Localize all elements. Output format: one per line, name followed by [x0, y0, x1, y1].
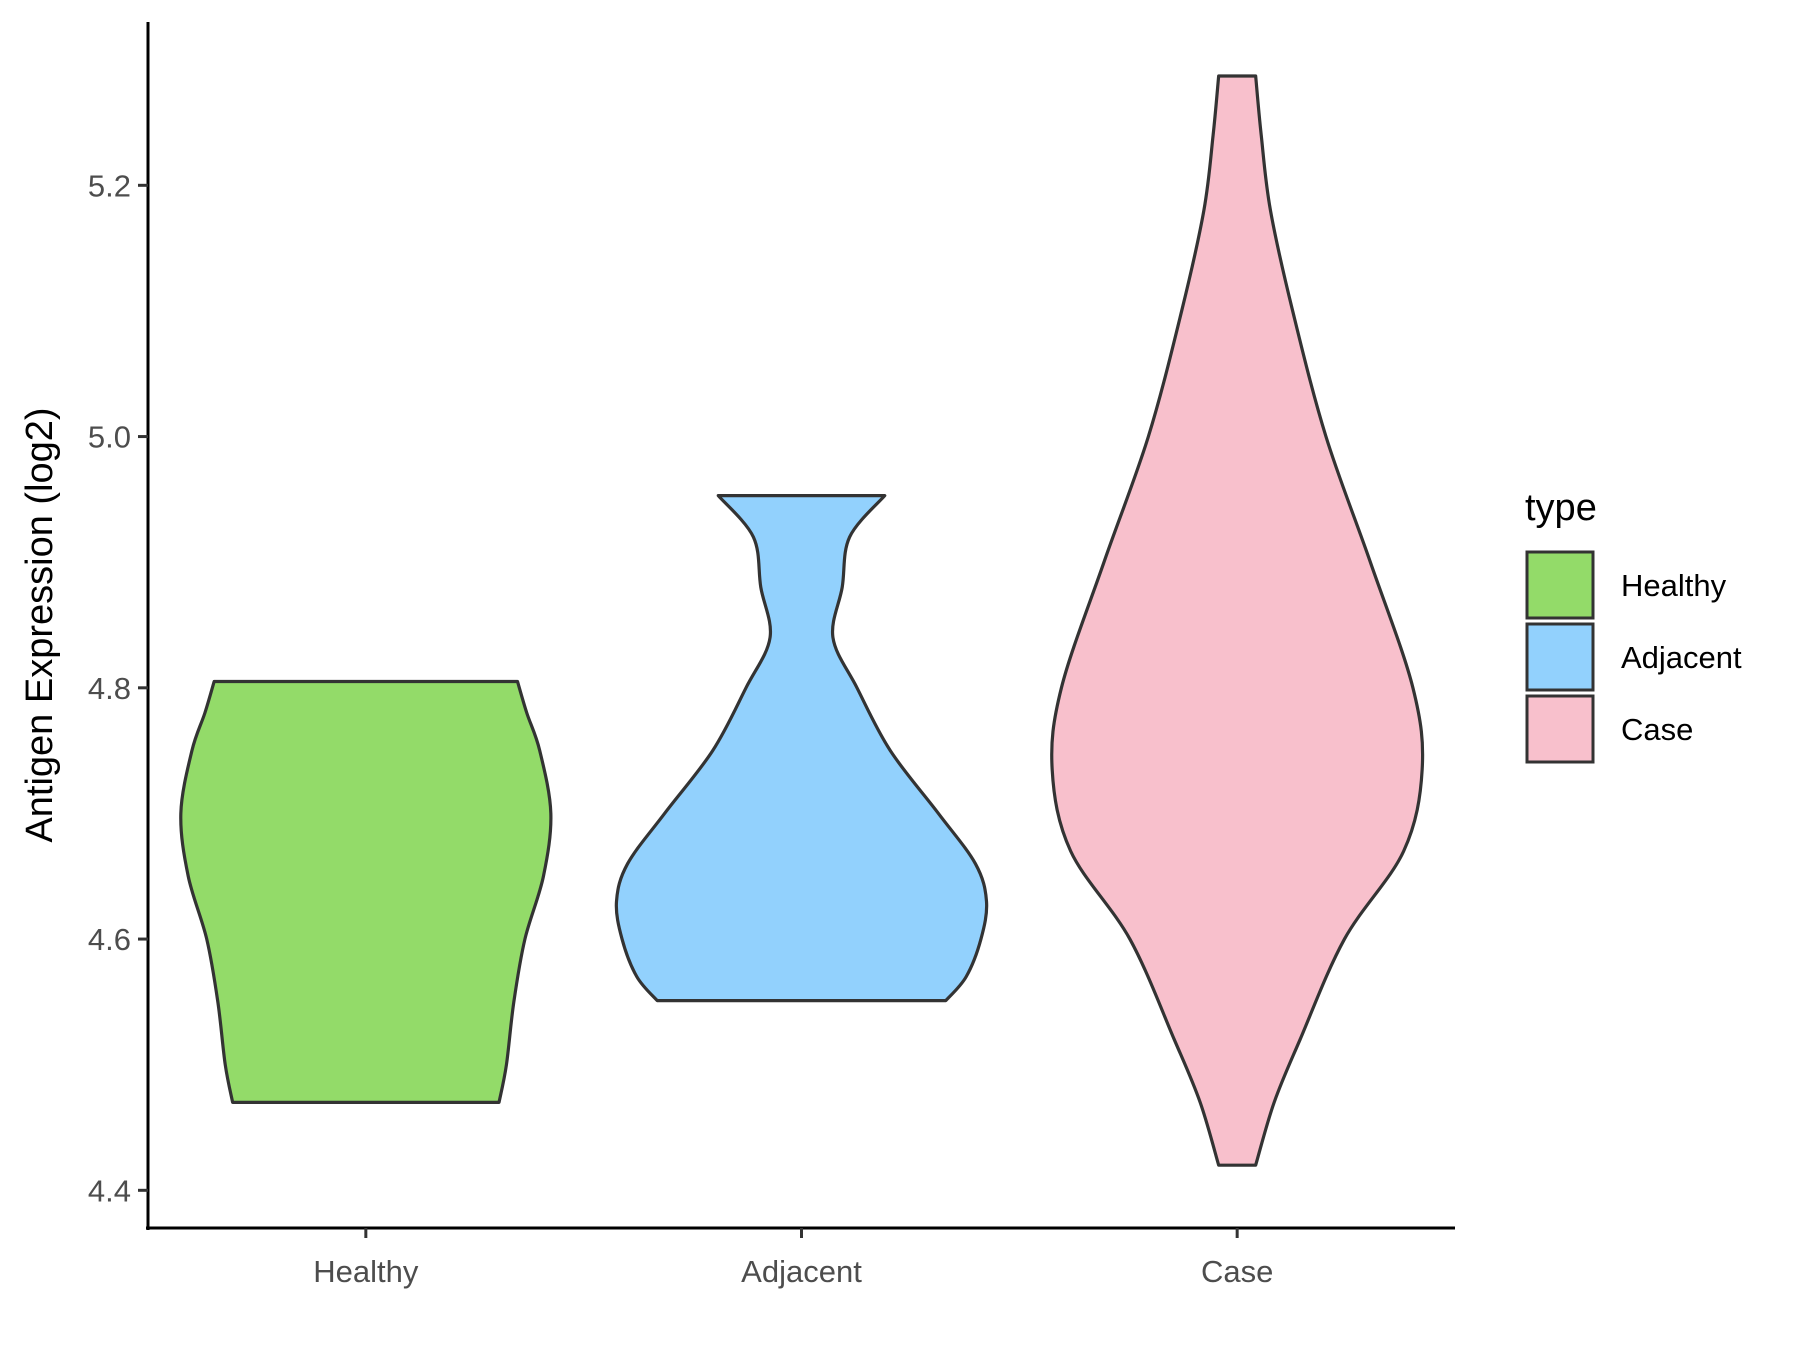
legend-swatch-adjacent: [1525, 622, 1595, 692]
legend-label-adjacent: Adjacent: [1621, 640, 1742, 675]
legend-label-case: Case: [1621, 712, 1693, 747]
violin-healthy: [179, 679, 553, 1104]
legend-label-healthy: Healthy: [1621, 568, 1727, 603]
violin-layer: [179, 74, 1425, 1167]
legend-swatch-healthy: [1525, 550, 1595, 620]
x-tick-label: Case: [1201, 1254, 1273, 1289]
y-tick-label: 4.4: [88, 1173, 131, 1208]
x-axis: Healthy Adjacent Case: [146, 1226, 1455, 1289]
y-axis-title: Antigen Expression (log2): [19, 407, 61, 842]
x-tick-label: Adjacent: [741, 1254, 862, 1289]
violin-case: [1050, 74, 1425, 1167]
legend-title: type: [1525, 487, 1597, 529]
y-tick-label: 4.6: [88, 922, 131, 957]
legend: type Healthy Adjacent Case: [1525, 487, 1742, 764]
y-tick-label: 5.2: [88, 168, 131, 203]
x-tick-label: Healthy: [313, 1254, 419, 1289]
legend-swatch-case: [1525, 694, 1595, 764]
y-tick-label: 4.8: [88, 671, 131, 706]
y-tick-label: 5.0: [88, 420, 131, 455]
violin-adjacent: [614, 494, 989, 1003]
y-axis: 4.4 4.6 4.8 5.0 5.2: [88, 22, 150, 1230]
